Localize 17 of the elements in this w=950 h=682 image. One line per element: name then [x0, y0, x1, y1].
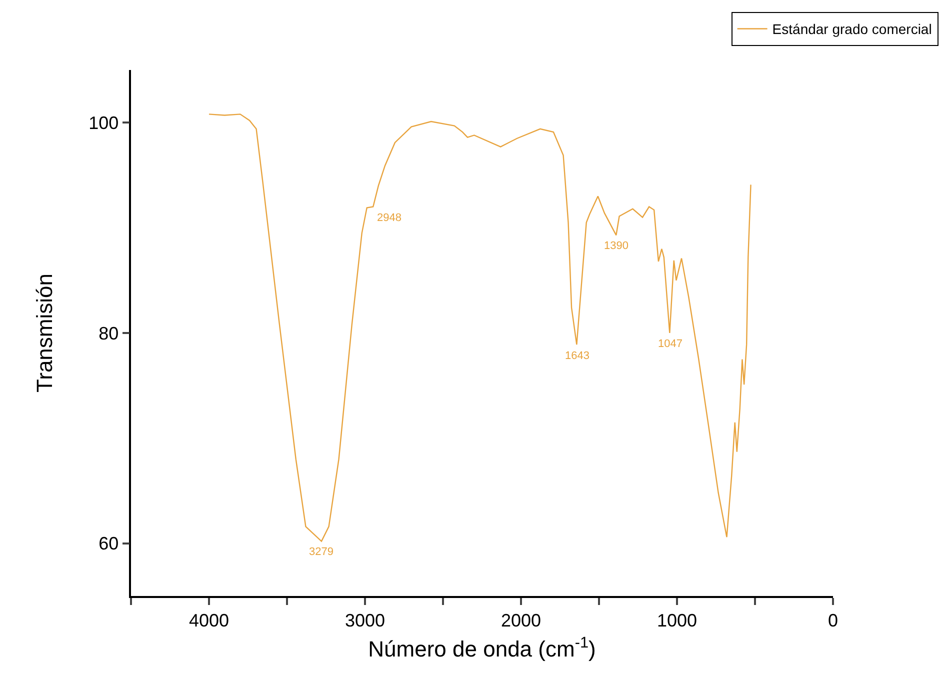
y-tick-label: 60: [98, 534, 119, 554]
y-tick-label: 80: [98, 323, 119, 344]
annotation: 3279: [309, 546, 334, 558]
x-tick-label: 0: [828, 610, 838, 630]
x-tick-label: 4000: [188, 610, 230, 630]
annotation: 1390: [604, 240, 628, 252]
x-tick-label: 3000: [344, 610, 386, 630]
annotation: 1643: [565, 350, 590, 362]
annotation: 1047: [658, 338, 682, 350]
annotation: 2948: [377, 212, 402, 224]
y-tick-label: 100: [88, 112, 119, 133]
y-axis-title: Transmisión: [32, 274, 57, 392]
legend-label: Estándar grado comercial: [772, 21, 932, 38]
x-tick-label: 1000: [656, 610, 698, 630]
x-axis-title: Número de onda (cm$^{-1}$): [368, 634, 596, 662]
line-series: [208, 114, 752, 542]
x-tick-label: 2000: [500, 610, 542, 630]
